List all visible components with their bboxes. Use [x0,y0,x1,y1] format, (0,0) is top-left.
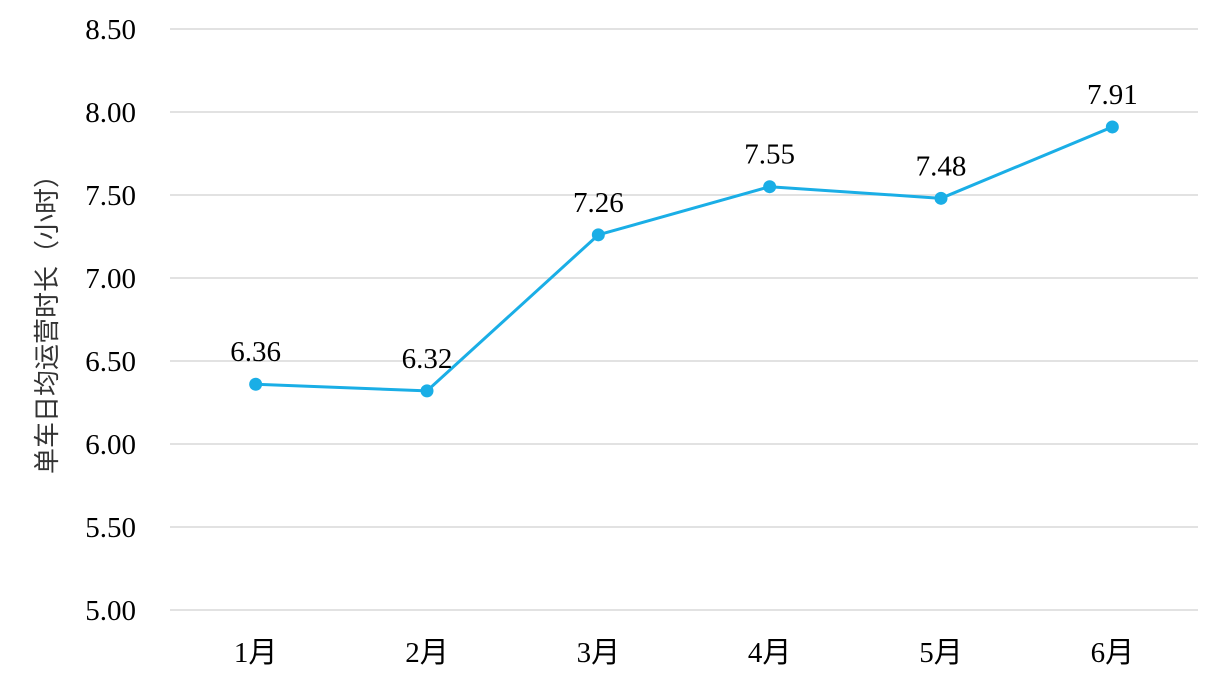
data-labels: 6.36 6.32 7.26 7.55 7.48 7.91 [230,79,1137,375]
data-label: 6.36 [230,336,281,368]
data-label: 7.55 [744,139,795,171]
x-category-label: 3月 [577,637,621,669]
x-axis-categories: 1月 2月 3月 4月 5月 6月 [234,637,1134,669]
y-tick-label: 6.50 [85,346,136,378]
y-tick-label: 5.00 [85,595,136,627]
y-tick-label: 7.00 [85,263,136,295]
x-category-label: 6月 [1091,637,1135,669]
y-tick-label: 7.50 [85,180,136,212]
y-tick-label: 8.00 [85,97,136,129]
x-category-label: 1月 [234,637,278,669]
series-line [255,125,1113,393]
x-category-label: 5月 [919,637,963,669]
x-category-label: 2月 [405,637,449,669]
data-label: 7.91 [1087,79,1138,111]
y-axis-title: 单车日均运营时长（小时） [33,162,63,474]
data-point [934,191,948,205]
data-point [1105,120,1119,134]
data-point [591,228,605,242]
data-point [763,180,777,194]
gridlines [170,28,1198,611]
y-tick-label: 6.00 [85,429,136,461]
y-axis-ticks: 5.00 5.50 6.00 6.50 7.00 7.50 8.00 8.50 [85,14,136,627]
y-tick-label: 5.50 [85,512,136,544]
data-label: 7.48 [916,150,967,182]
data-point [420,384,434,398]
series-cycling-hours [249,120,1119,398]
x-category-label: 4月 [748,637,792,669]
data-point [249,377,263,391]
data-label: 7.26 [573,187,624,219]
y-tick-label: 8.50 [85,14,136,46]
data-label: 6.32 [402,343,453,375]
